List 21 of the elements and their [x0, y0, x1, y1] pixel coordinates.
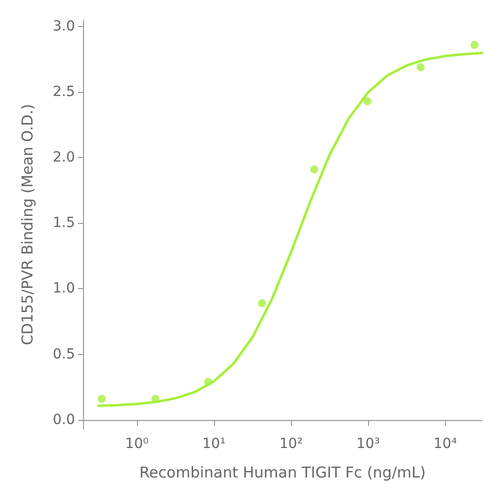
x-axis-title: Recombinant Human TIGIT Fc (ng/mL)	[139, 464, 426, 482]
x-tick-label: 10³	[356, 436, 380, 452]
x-tick-label: 10⁰	[125, 436, 149, 452]
point	[470, 40, 479, 49]
point	[310, 165, 318, 174]
point	[204, 378, 212, 386]
point	[363, 97, 372, 106]
point	[98, 394, 106, 403]
x-tick-label: 10¹	[202, 436, 226, 452]
y-tick-label: 0.5	[52, 346, 75, 362]
x-tick-label: 10²	[279, 436, 303, 452]
y-tick-label: 2.0	[52, 150, 75, 166]
y-axis-title: CD155/PVR Binding (Mean O.D.)	[18, 104, 36, 346]
y-tick-label: 1.5	[52, 215, 75, 232]
y-tick-label: 3.0	[52, 18, 75, 35]
point	[258, 299, 266, 308]
y-tick-label: 0.0	[52, 412, 75, 428]
y-tick-label: 2.5	[52, 84, 75, 100]
x-tick-label: 10⁴	[434, 436, 458, 452]
point	[416, 63, 425, 72]
y-tick-label: 1.0	[52, 280, 75, 297]
